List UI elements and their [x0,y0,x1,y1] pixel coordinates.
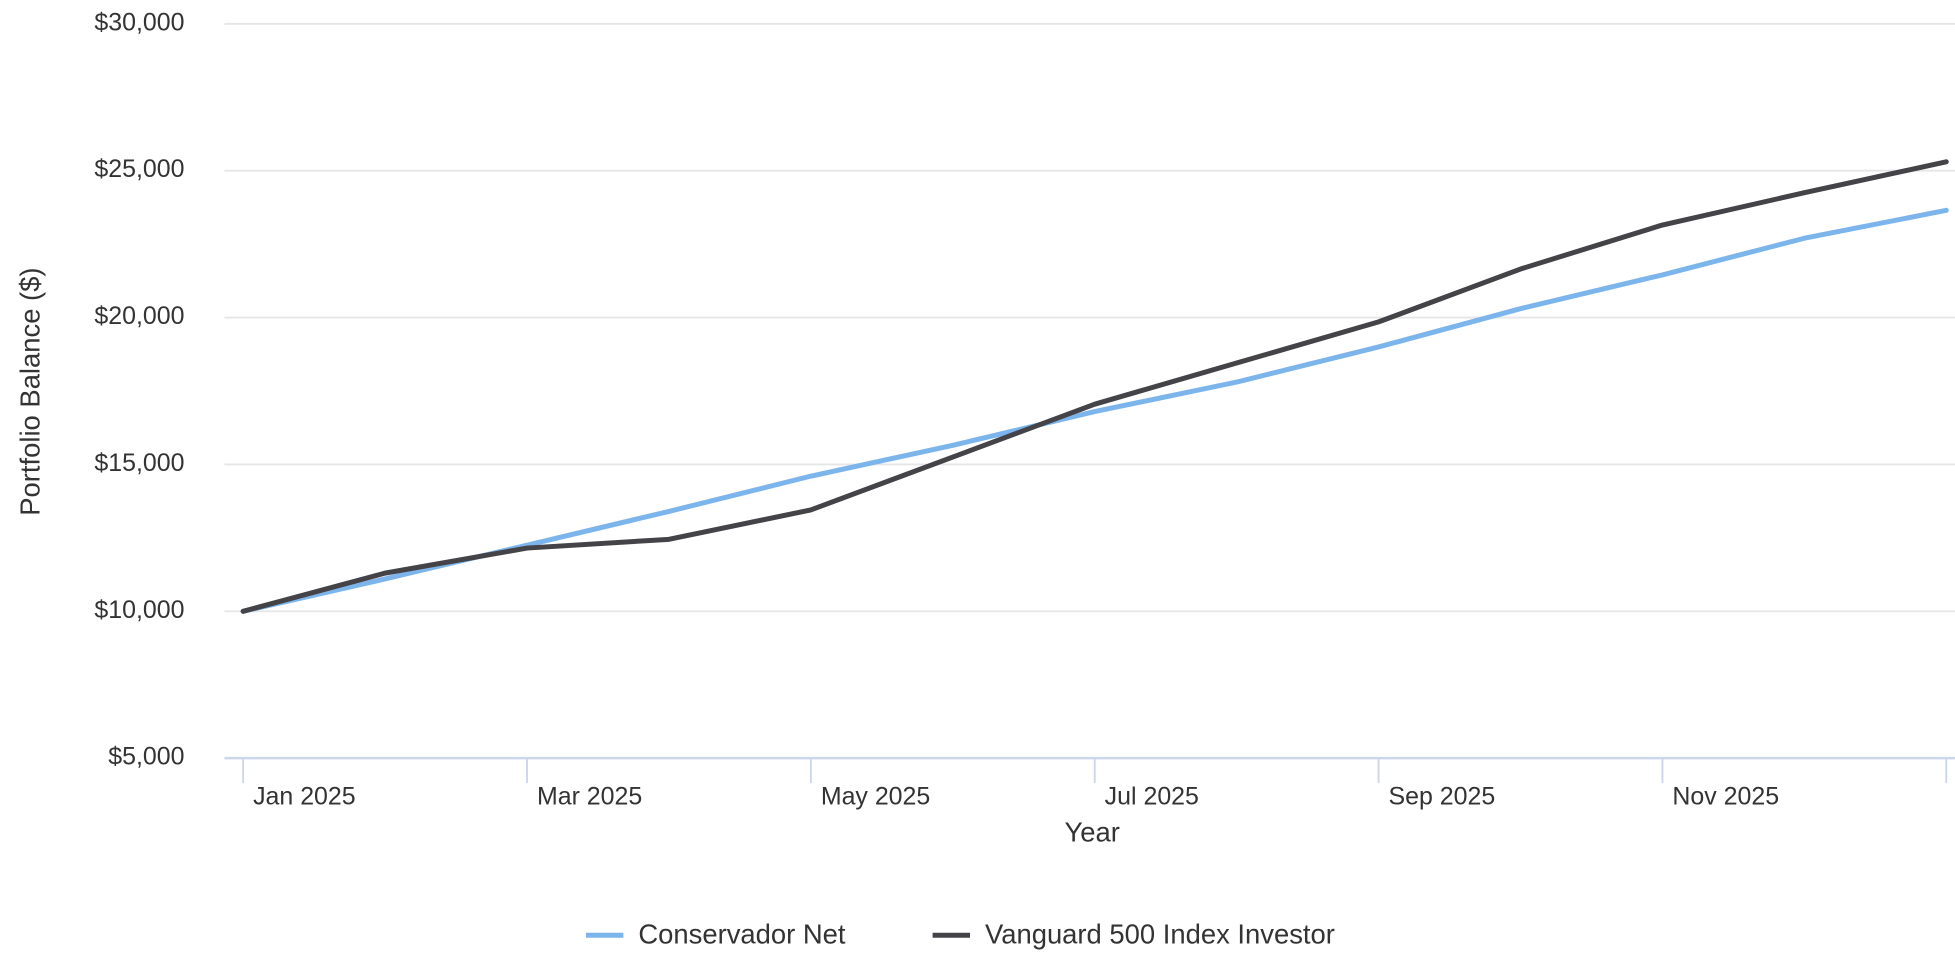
y-tick-label: $10,000 [94,596,184,624]
series-line [240,207,1949,614]
legend-label: Vanguard 500 Index Investor [985,919,1335,950]
y-tick-label: $15,000 [94,449,184,477]
x-tick-label: Nov 2025 [1672,783,1779,811]
x-tick-label: Mar 2025 [537,783,642,811]
x-tick-label: Jul 2025 [1105,783,1199,811]
y-tick-label: $5,000 [108,743,184,771]
x-axis-title: Year [1065,816,1120,847]
y-tick-label: $30,000 [94,8,184,36]
y-axis-title: Portfolio Balance ($) [15,267,46,515]
series-line [240,159,1949,614]
x-tick-label: May 2025 [821,783,930,811]
y-tick-label: $25,000 [94,155,184,183]
legend-label: Conservador Net [638,919,846,950]
y-tick-label: $20,000 [94,302,184,330]
x-tick-label: Jan 2025 [253,783,356,811]
x-tick-label: Sep 2025 [1389,783,1496,811]
